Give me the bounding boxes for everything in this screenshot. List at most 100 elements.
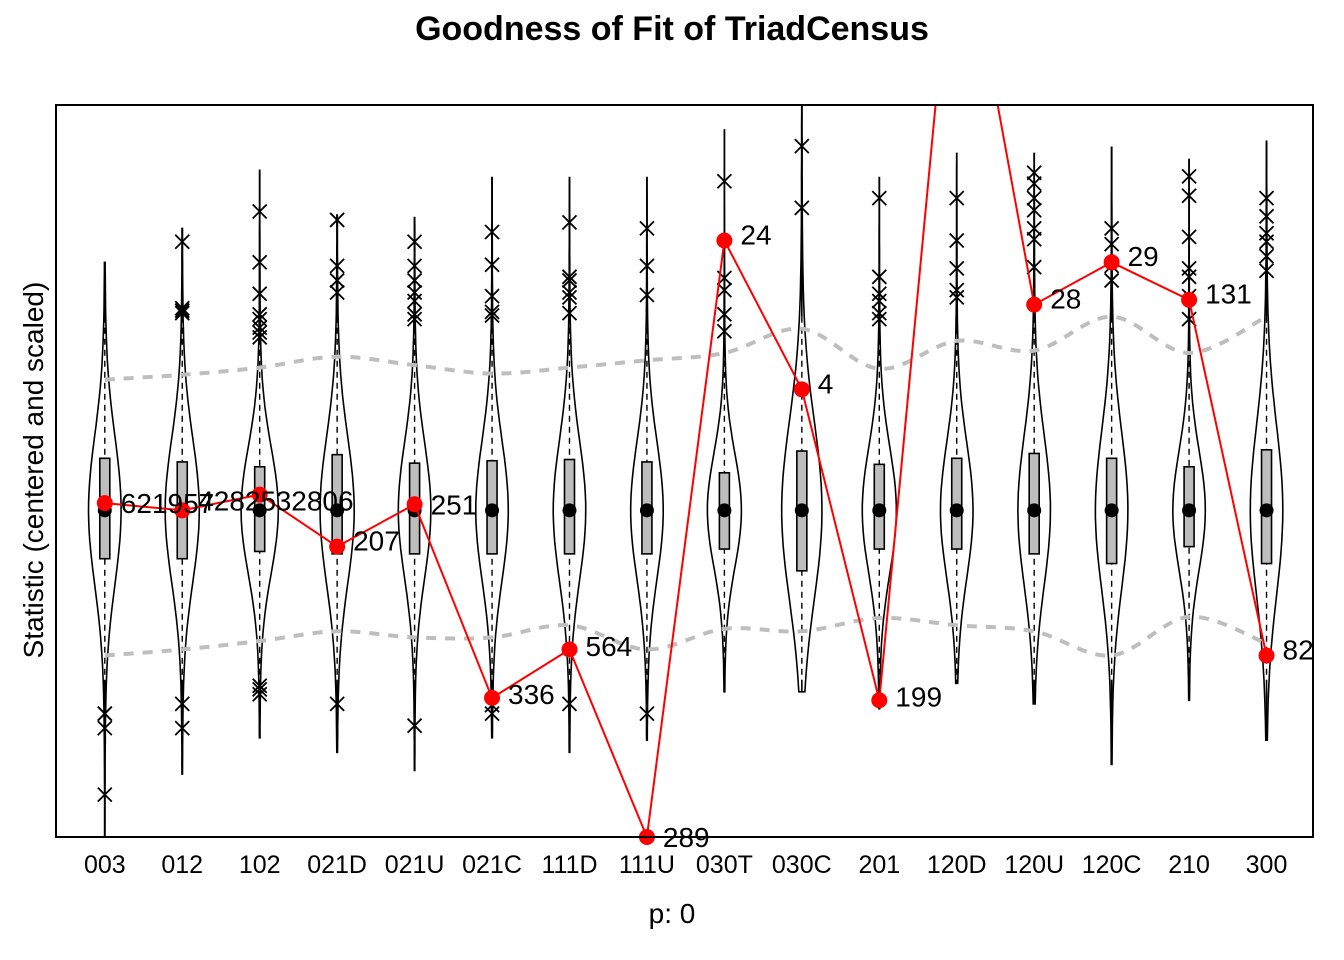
outlier-stroke xyxy=(329,272,345,289)
outlier-030T-4 xyxy=(716,323,733,339)
outlier-021D-3 xyxy=(329,284,345,301)
observed-label-012: 42825 xyxy=(198,486,276,517)
outlier-021C-4 xyxy=(484,307,500,324)
median-point-210 xyxy=(1182,503,1197,518)
observed-label-120C: 29 xyxy=(1128,241,1159,272)
observed-label-102: 32806 xyxy=(276,486,354,517)
outlier-stroke xyxy=(561,289,578,306)
outlier-stroke xyxy=(1103,220,1120,237)
outlier-stroke xyxy=(406,234,423,250)
outlier-stroke xyxy=(949,190,965,206)
outlier-stroke xyxy=(561,284,578,301)
outlier-120U-0 xyxy=(1026,165,1042,181)
outlier-021D-1 xyxy=(329,258,345,274)
outlier-300-3 xyxy=(1258,234,1275,250)
outlier-stroke xyxy=(252,306,268,322)
outlier-stroke xyxy=(1026,190,1042,206)
outlier-111U-3 xyxy=(639,705,655,722)
outlier-stroke xyxy=(871,311,887,327)
x-tick-label-111U: 111U xyxy=(619,851,675,879)
outlier-300-1 xyxy=(1258,208,1275,224)
outlier-300-0 xyxy=(1258,190,1275,206)
outlier-stroke xyxy=(1026,220,1042,237)
outlier-003-2 xyxy=(97,720,113,736)
outlier-stroke xyxy=(1103,236,1120,252)
observed-point-201 xyxy=(871,692,888,709)
outlier-021U-0 xyxy=(406,234,423,250)
observed-label-021C: 336 xyxy=(508,679,555,710)
outlier-111D-4 xyxy=(561,289,578,306)
x-tick-label-120C: 120C xyxy=(1082,851,1142,879)
outlier-stroke xyxy=(174,720,190,736)
outlier-stroke xyxy=(1026,176,1042,192)
outlier-stroke xyxy=(1258,190,1275,206)
median-point-111U xyxy=(639,503,654,518)
outlier-210-1 xyxy=(1181,188,1197,204)
outlier-stroke xyxy=(639,705,655,722)
observed-point-120C xyxy=(1103,254,1120,271)
outlier-stroke xyxy=(406,718,423,734)
median-point-030C xyxy=(794,503,809,518)
outlier-030T-0 xyxy=(716,173,733,189)
outlier-201-5 xyxy=(871,311,887,327)
outlier-102-2 xyxy=(252,286,268,302)
outlier-stroke xyxy=(561,269,578,285)
outlier-stroke xyxy=(716,282,733,298)
observed-point-012 xyxy=(174,502,191,519)
outlier-201-3 xyxy=(871,293,887,309)
outlier-stroke xyxy=(716,323,733,339)
outlier-021D-0 xyxy=(329,212,345,228)
outlier-stroke xyxy=(871,286,887,302)
observed-label-021U: 251 xyxy=(431,489,478,520)
outlier-111U-0 xyxy=(639,220,655,237)
outlier-stroke xyxy=(252,329,268,345)
outlier-stroke xyxy=(329,212,345,228)
outlier-120D-0 xyxy=(949,190,965,206)
median-point-111D xyxy=(562,503,577,518)
median-point-021D xyxy=(330,503,345,518)
outlier-012-2 xyxy=(174,234,190,250)
observed-label-120U: 28 xyxy=(1050,284,1081,315)
outlier-stroke xyxy=(949,282,965,298)
observed-point-210 xyxy=(1181,291,1198,308)
outlier-stroke xyxy=(329,258,345,274)
outlier-stroke xyxy=(716,173,733,189)
outlier-120U-6 xyxy=(1026,259,1042,275)
outlier-stroke xyxy=(794,138,810,154)
observed-point-021C xyxy=(484,689,501,706)
outlier-300-5 xyxy=(1258,263,1275,279)
outlier-stroke xyxy=(716,306,733,322)
outlier-030T-2 xyxy=(716,282,733,298)
outlier-120C-1 xyxy=(1103,236,1120,252)
outlier-stroke xyxy=(174,696,190,712)
x-tick-label-030C: 030C xyxy=(772,851,832,879)
observed-label-111D: 564 xyxy=(586,631,633,662)
median-point-300 xyxy=(1259,503,1274,518)
outlier-102-1 xyxy=(252,254,268,270)
outlier-120C-3 xyxy=(1103,272,1120,289)
outlier-stroke xyxy=(1181,269,1197,285)
median-point-201 xyxy=(872,503,887,518)
x-tick-label-102: 102 xyxy=(239,851,281,879)
outlier-stroke xyxy=(252,686,268,702)
outlier-111D-3 xyxy=(561,284,578,301)
outlier-stroke xyxy=(1258,263,1275,279)
outlier-stroke xyxy=(1258,248,1275,264)
outlier-111D-6 xyxy=(561,696,578,712)
outlier-021D-4 xyxy=(329,696,345,712)
outlier-021C-3 xyxy=(484,304,500,320)
outlier-012-3 xyxy=(174,300,190,316)
observed-statistics-layer xyxy=(96,105,1275,845)
outlier-120U-1 xyxy=(1026,176,1042,192)
outlier-stroke xyxy=(871,305,887,321)
outlier-stroke xyxy=(871,293,887,309)
outlier-111U-2 xyxy=(639,287,655,303)
outlier-stroke xyxy=(561,305,578,321)
outlier-012-4 xyxy=(174,303,190,319)
outlier-stroke xyxy=(97,705,113,722)
x-tick-label-012: 012 xyxy=(161,851,203,879)
outlier-021C-1 xyxy=(484,257,500,273)
x-tick-label-300: 300 xyxy=(1246,851,1288,879)
observed-label-030C: 4 xyxy=(818,368,834,399)
